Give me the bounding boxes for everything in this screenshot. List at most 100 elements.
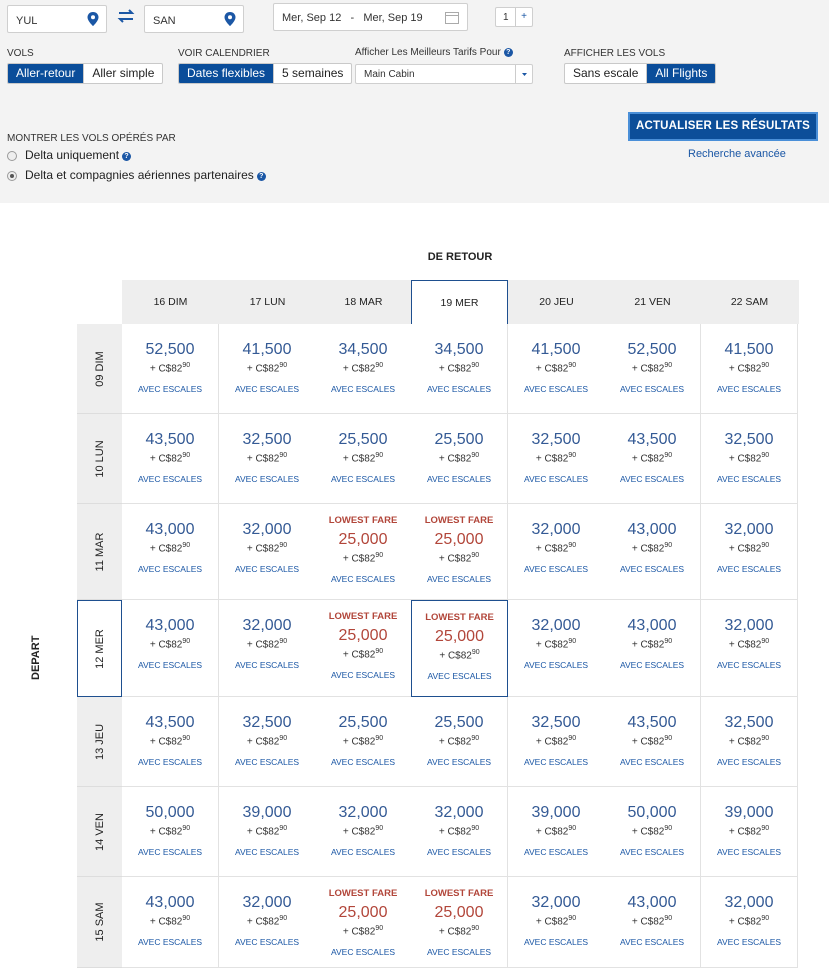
fare-cell[interactable]: 32,000 + C$8290 AVEC ESCALES (219, 877, 316, 968)
stops-link[interactable]: AVEC ESCALES (426, 847, 492, 857)
stops-link[interactable]: AVEC ESCALES (234, 384, 300, 394)
stops-link[interactable]: AVEC ESCALES (330, 947, 396, 957)
fare-cell[interactable]: 25,500 + C$8290 AVEC ESCALES (411, 697, 508, 787)
fare-cell[interactable]: 32,000 + C$8290 AVEC ESCALES (508, 504, 605, 600)
destination-field[interactable]: SAN (144, 5, 244, 33)
stops-link[interactable]: AVEC ESCALES (716, 937, 782, 947)
fare-cell[interactable]: 25,500 + C$8290 AVEC ESCALES (315, 697, 412, 787)
stops-link[interactable]: AVEC ESCALES (619, 660, 685, 670)
stops-link[interactable]: AVEC ESCALES (330, 384, 396, 394)
stops-link[interactable]: AVEC ESCALES (137, 937, 203, 947)
stops-link[interactable]: AVEC ESCALES (619, 937, 685, 947)
delta-only-radio[interactable] (7, 151, 17, 161)
nonstop-option[interactable]: Sans escale (565, 64, 648, 83)
fare-cell[interactable]: 39,000 + C$8290 AVEC ESCALES (508, 787, 605, 877)
stops-link[interactable]: AVEC ESCALES (523, 564, 589, 574)
fare-cell[interactable]: 52,500 + C$8290 AVEC ESCALES (122, 324, 219, 414)
flexible-dates-option[interactable]: Dates flexibles (179, 64, 275, 83)
fare-cell[interactable]: 50,000 + C$8290 AVEC ESCALES (604, 787, 701, 877)
fare-cell[interactable]: 32,000 + C$8290 AVEC ESCALES (701, 504, 798, 600)
fare-cell[interactable]: 34,500 + C$8290 AVEC ESCALES (315, 324, 412, 414)
fare-cell[interactable]: 43,000 + C$8290 AVEC ESCALES (122, 504, 219, 600)
stops-link[interactable]: AVEC ESCALES (234, 564, 300, 574)
stops-link[interactable]: AVEC ESCALES (330, 757, 396, 767)
stops-link[interactable]: AVEC ESCALES (137, 847, 203, 857)
stops-link[interactable]: AVEC ESCALES (716, 757, 782, 767)
fare-cell[interactable]: 32,500 + C$8290 AVEC ESCALES (219, 414, 316, 504)
return-date-0[interactable]: 16 DIM (153, 296, 188, 308)
stops-link[interactable]: AVEC ESCALES (619, 474, 685, 484)
fare-cell[interactable]: 41,500 + C$8290 AVEC ESCALES (508, 324, 605, 414)
stops-link[interactable]: AVEC ESCALES (523, 384, 589, 394)
fare-cell[interactable]: 43,000 + C$8290 AVEC ESCALES (604, 600, 701, 697)
fare-cell[interactable]: 32,000 + C$8290 AVEC ESCALES (701, 877, 798, 968)
stops-link[interactable]: AVEC ESCALES (426, 474, 492, 484)
depart-date-3[interactable]: 12 MER (77, 600, 122, 697)
fare-cell[interactable]: 32,000 + C$8290 AVEC ESCALES (411, 787, 508, 877)
stops-link[interactable]: AVEC ESCALES (716, 847, 782, 857)
fare-cell[interactable]: 41,500 + C$8290 AVEC ESCALES (701, 324, 798, 414)
fare-cell[interactable]: 50,000 + C$8290 AVEC ESCALES (122, 787, 219, 877)
fare-cell[interactable]: 32,000 + C$8290 AVEC ESCALES (219, 504, 316, 600)
fare-cell[interactable]: LOWEST FARE 25,000 + C$8290 AVEC ESCALES (315, 600, 412, 697)
fare-cell[interactable]: 32,500 + C$8290 AVEC ESCALES (701, 697, 798, 787)
depart-date-1[interactable]: 10 LUN (77, 414, 122, 504)
depart-date-0[interactable]: 09 DIM (77, 324, 122, 414)
origin-field[interactable]: YUL (7, 5, 107, 33)
swap-icon[interactable] (116, 8, 136, 24)
fare-cell[interactable]: 43,500 + C$8290 AVEC ESCALES (604, 414, 701, 504)
stops-link[interactable]: AVEC ESCALES (716, 660, 782, 670)
stops-link[interactable]: AVEC ESCALES (427, 671, 492, 681)
fare-cell[interactable]: 32,500 + C$8290 AVEC ESCALES (219, 697, 316, 787)
depart-date-5[interactable]: 14 VEN (77, 787, 122, 877)
stops-link[interactable]: AVEC ESCALES (619, 757, 685, 767)
fare-cell[interactable]: 52,500 + C$8290 AVEC ESCALES (604, 324, 701, 414)
stops-link[interactable]: AVEC ESCALES (716, 474, 782, 484)
fare-cell[interactable]: 32,000 + C$8290 AVEC ESCALES (315, 787, 412, 877)
fare-cell[interactable]: LOWEST FARE 25,000 + C$8290 AVEC ESCALES (315, 504, 412, 600)
info-icon[interactable]: ? (503, 48, 513, 57)
fare-cell[interactable]: LOWEST FARE 25,000 + C$8290 AVEC ESCALES (315, 877, 412, 968)
fare-cell[interactable]: 41,500 + C$8290 AVEC ESCALES (219, 324, 316, 414)
round-trip-option[interactable]: Aller-retour (8, 64, 85, 83)
five-weeks-option[interactable]: 5 semaines (282, 66, 344, 80)
depart-date-2[interactable]: 11 MAR (77, 504, 122, 600)
stops-link[interactable]: AVEC ESCALES (137, 660, 203, 670)
fare-cell[interactable]: 32,000 + C$8290 AVEC ESCALES (508, 600, 605, 697)
fare-cell[interactable]: 43,000 + C$8290 AVEC ESCALES (604, 877, 701, 968)
stops-link[interactable]: AVEC ESCALES (716, 384, 782, 394)
fare-cell[interactable]: 43,000 + C$8290 AVEC ESCALES (604, 504, 701, 600)
stops-link[interactable]: AVEC ESCALES (330, 574, 396, 584)
stops-link[interactable]: AVEC ESCALES (523, 757, 589, 767)
stops-link[interactable]: AVEC ESCALES (330, 670, 396, 680)
stops-link[interactable]: AVEC ESCALES (137, 384, 203, 394)
passenger-plus-button[interactable]: + (515, 8, 532, 26)
stops-link[interactable]: AVEC ESCALES (426, 574, 492, 584)
fare-cell[interactable]: 43,000 + C$8290 AVEC ESCALES (122, 600, 219, 697)
passenger-stepper[interactable]: 1 + (495, 7, 533, 27)
all-flights-option[interactable]: All Flights (647, 64, 716, 83)
fare-cell[interactable]: 32,000 + C$8290 AVEC ESCALES (701, 600, 798, 697)
stops-link[interactable]: AVEC ESCALES (426, 384, 492, 394)
stops-link[interactable]: AVEC ESCALES (523, 847, 589, 857)
fare-cell[interactable]: LOWEST FARE 25,000 + C$8290 AVEC ESCALES (411, 877, 508, 968)
stops-link[interactable]: AVEC ESCALES (234, 847, 300, 857)
fare-cell[interactable]: 25,500 + C$8290 AVEC ESCALES (411, 414, 508, 504)
info-icon[interactable]: ? (256, 172, 266, 181)
one-way-option[interactable]: Aller simple (92, 66, 155, 80)
fare-cell[interactable]: 39,000 + C$8290 AVEC ESCALES (219, 787, 316, 877)
delta-partners-radio[interactable] (7, 171, 17, 181)
cabin-select[interactable]: Main Cabin (355, 64, 533, 84)
stops-link[interactable]: AVEC ESCALES (523, 474, 589, 484)
stops-link[interactable]: AVEC ESCALES (137, 474, 203, 484)
date-range-field[interactable]: Mer, Sep 12 - Mer, Sep 19 (273, 3, 468, 31)
update-results-button[interactable]: ACTUALISER LES RÉSULTATS (628, 112, 818, 141)
stops-link[interactable]: AVEC ESCALES (426, 947, 492, 957)
return-date-5[interactable]: 21 VEN (634, 296, 671, 308)
fare-cell[interactable]: 32,500 + C$8290 AVEC ESCALES (508, 697, 605, 787)
stops-link[interactable]: AVEC ESCALES (619, 564, 685, 574)
fare-cell[interactable]: LOWEST FARE 25,000 + C$8290 AVEC ESCALES (411, 504, 508, 600)
return-date-6[interactable]: 22 SAM (730, 296, 769, 308)
fare-cell[interactable]: LOWEST FARE 25,000 + C$8290 AVEC ESCALES (411, 600, 508, 697)
advanced-search-link[interactable]: Recherche avancée (688, 148, 786, 160)
